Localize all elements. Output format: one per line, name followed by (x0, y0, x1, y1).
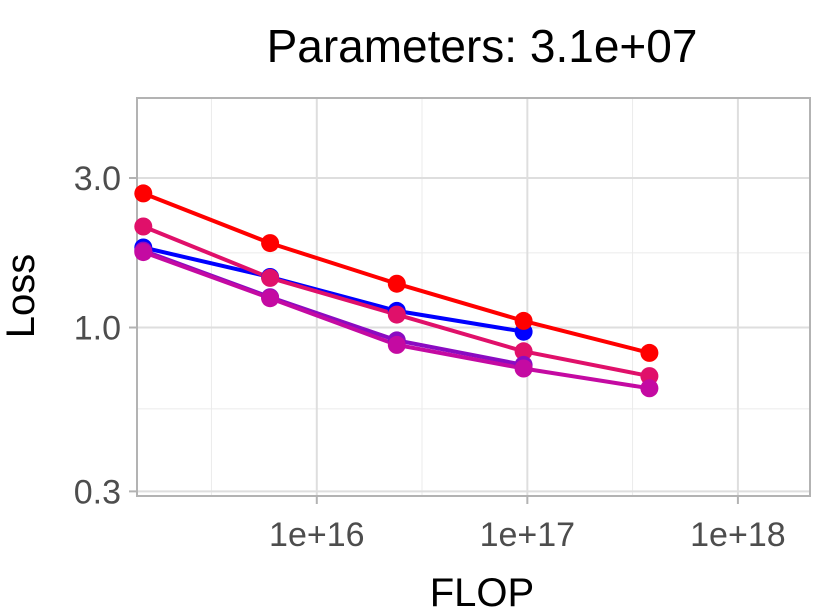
x-tick-label: 1e+17 (480, 516, 576, 554)
series-layer (134, 184, 659, 398)
y-axis-title: Loss (0, 254, 43, 339)
series-2-point (514, 311, 533, 330)
series-3-point (261, 268, 280, 287)
series-2-point (134, 184, 153, 203)
series-5-point (261, 289, 280, 308)
axis-ticks (129, 176, 739, 504)
series-2-point (261, 234, 280, 253)
y-tick-label: 0.3 (74, 473, 121, 511)
x-tick-label: 1e+16 (269, 516, 365, 554)
chart-title: Parameters: 3.1e+07 (267, 20, 698, 72)
series-5-point (640, 379, 659, 398)
tick-labels: 1e+16 1e+17 1e+18 0.3 1.0 3.0 (74, 160, 786, 554)
series-3-point (387, 305, 406, 324)
series-3-point (134, 217, 153, 236)
y-tick-label: 3.0 (74, 160, 121, 198)
x-axis-title: FLOP (430, 571, 534, 615)
series-line-1 (141, 245, 526, 334)
series-5-point (134, 243, 153, 262)
x-tick-label: 1e+18 (690, 516, 786, 554)
major-gridlines (137, 98, 810, 496)
y-tick-label: 1.0 (74, 310, 121, 348)
series-line-2 (141, 191, 652, 355)
series-2-point (387, 274, 406, 293)
series-line-4 (141, 248, 526, 367)
series-3-point (514, 342, 533, 361)
series-2-point (640, 343, 659, 362)
minor-gridlines (137, 98, 810, 496)
plot-panel-border (136, 97, 811, 497)
series-5-point (514, 359, 533, 378)
series-5-point (387, 335, 406, 354)
